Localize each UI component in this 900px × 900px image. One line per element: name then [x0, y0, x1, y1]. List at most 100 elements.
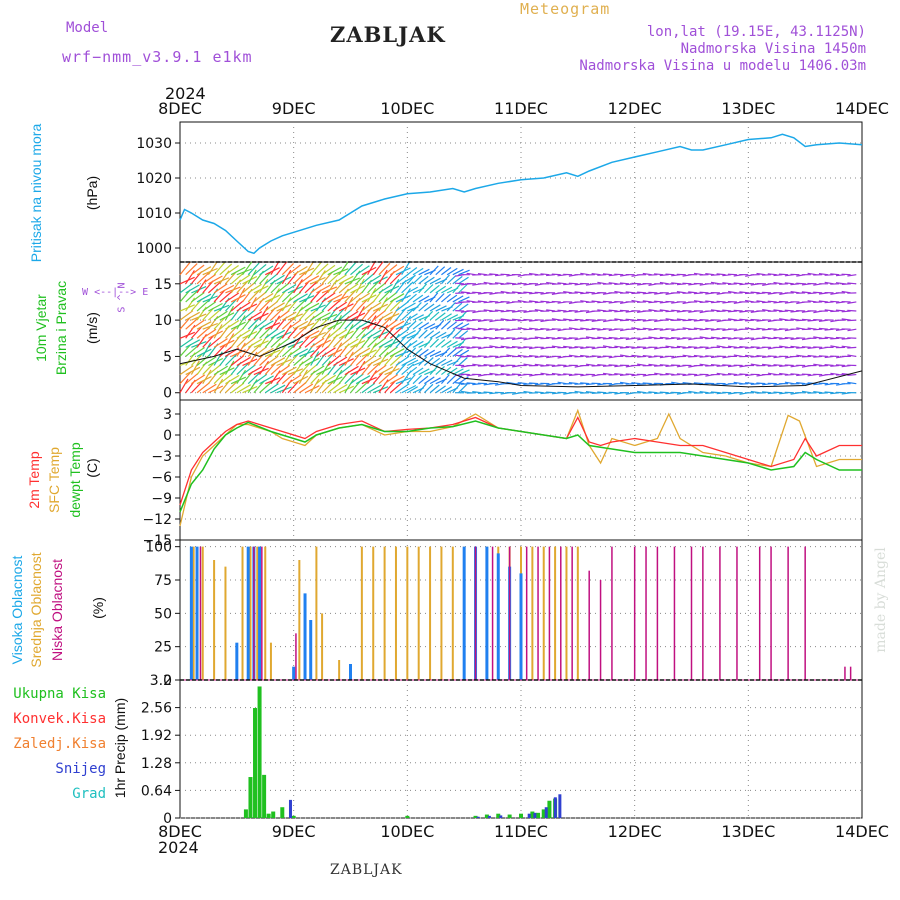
wind-barb — [344, 296, 354, 312]
wind-barb — [259, 333, 269, 348]
wind-barb — [412, 374, 423, 385]
wind-barb — [614, 373, 624, 376]
wind-barb — [790, 373, 800, 376]
wind-barb — [310, 316, 322, 330]
wind-barb — [253, 263, 267, 276]
wind-barb — [435, 358, 447, 367]
wind-barb — [202, 328, 217, 339]
wind-barb — [841, 283, 851, 285]
wind-barb — [824, 274, 834, 276]
wind-barb — [429, 311, 440, 321]
wind-barb — [517, 327, 527, 330]
wind-barb — [762, 391, 772, 394]
wind-barb — [557, 364, 567, 367]
wind-barb — [333, 307, 345, 321]
wind-barb — [773, 309, 783, 312]
wind-barb — [270, 363, 284, 376]
wind-barb — [458, 357, 468, 366]
wind-barb — [321, 333, 331, 348]
wind-barb — [429, 384, 440, 394]
wind-barb — [219, 291, 233, 303]
wind-barb — [841, 310, 851, 313]
wind-barb — [344, 365, 359, 376]
wind-barb — [523, 291, 533, 294]
wind-barb — [796, 282, 806, 285]
wind-barb — [807, 354, 817, 358]
wind-barb — [452, 268, 464, 276]
ytick-label-wind: 10 — [154, 313, 172, 329]
wind-barb — [196, 266, 212, 276]
wind-barb — [179, 282, 194, 294]
wind-barb — [784, 337, 794, 339]
wind-barb — [253, 291, 267, 303]
sfc-temp-line — [179, 408, 862, 527]
wind-barb — [693, 382, 703, 385]
wind-barb — [401, 302, 416, 312]
wind-barb — [270, 329, 286, 339]
wind-barb — [225, 298, 237, 312]
wind-barb — [316, 284, 331, 294]
wind-barb — [406, 320, 417, 330]
wind-barb — [315, 263, 329, 276]
wind-barb — [299, 356, 313, 366]
wind-barb — [350, 263, 363, 276]
wind-barb — [727, 273, 738, 276]
wind-barb — [477, 392, 487, 394]
wind-barb — [602, 337, 612, 340]
wind-barb — [424, 276, 435, 285]
wind-barb — [242, 337, 256, 348]
wind-barb — [316, 345, 330, 357]
wind-barb — [727, 283, 738, 285]
wind-barb — [344, 262, 356, 276]
wind-barb — [293, 327, 306, 339]
wind-barb — [327, 300, 341, 312]
wind-barb — [619, 282, 630, 285]
wind-barb — [282, 366, 297, 376]
wind-barb — [236, 342, 246, 357]
wind-barb — [213, 283, 228, 294]
wind-barb — [847, 309, 857, 312]
wind-barb — [276, 364, 291, 376]
wind-barb — [529, 300, 539, 303]
wind-barb — [389, 278, 400, 294]
xtick-label-bottom: 14DEC — [835, 822, 889, 841]
wind-barb — [316, 318, 329, 330]
wind-barb — [310, 337, 325, 348]
wind-barb — [259, 306, 269, 321]
wind-barb — [384, 264, 398, 276]
wind-barb — [264, 362, 277, 375]
wind-barb — [213, 324, 223, 339]
wind-barb — [750, 291, 760, 294]
wind-barb — [676, 373, 686, 376]
precip-bar-total — [547, 800, 552, 818]
wind-barb — [185, 372, 199, 385]
wind-barb — [483, 274, 493, 276]
wind-barb — [847, 373, 857, 376]
wind-barb — [378, 269, 388, 285]
wind-barb — [230, 272, 244, 285]
wind-barb — [665, 372, 675, 376]
wind-barb — [523, 383, 533, 385]
wind-barb — [293, 320, 308, 330]
ytick-label-clouds: 25 — [154, 640, 172, 656]
wind-barb — [236, 315, 246, 330]
ytick-label-precip: 0 — [163, 811, 172, 827]
wind-barb — [517, 382, 527, 385]
wind-barb — [372, 337, 387, 348]
wind-barb — [847, 354, 857, 358]
wind-barb — [540, 364, 550, 367]
wind-barb — [304, 260, 315, 276]
wind-barb — [429, 338, 440, 348]
wind-barb — [367, 342, 377, 357]
wind-barb — [247, 296, 257, 312]
wind-barb — [523, 355, 533, 358]
wind-barb — [458, 303, 469, 312]
wind-barb — [219, 373, 233, 385]
wind-barb — [608, 364, 618, 367]
wind-barb — [801, 383, 811, 385]
wind-barb — [472, 391, 482, 394]
legend-convective-rain: Konvek.Kisa — [13, 711, 106, 727]
wind-barb — [500, 345, 510, 348]
wind-barb — [304, 336, 318, 348]
wind-barb — [744, 292, 755, 295]
